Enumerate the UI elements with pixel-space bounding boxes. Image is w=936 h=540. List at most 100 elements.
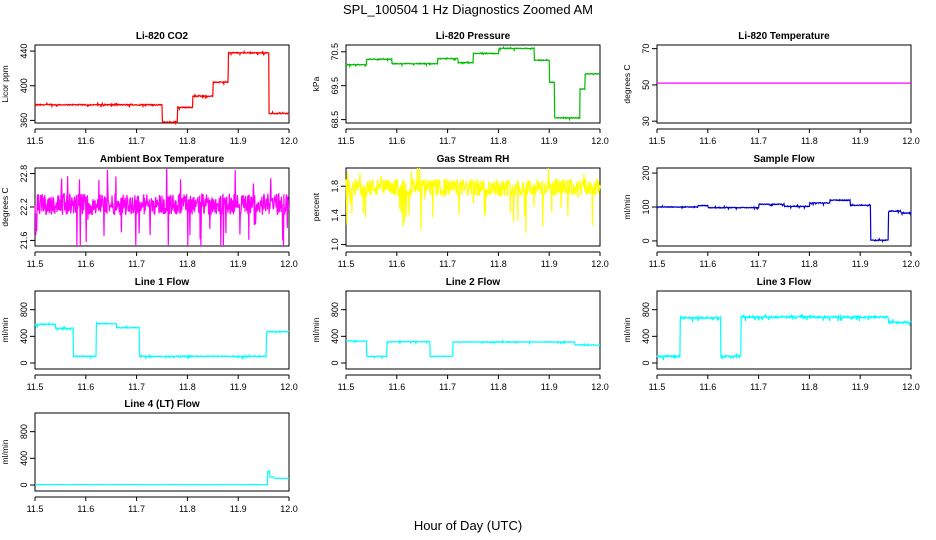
data-series-line <box>345 45 601 122</box>
x-tick-label: 12.0 <box>902 136 920 146</box>
chart-panel: Line 3 Flow ml/min 0 400 800 11.5 11.6 11.7 11.8… <box>622 277 920 392</box>
x-tick-label: 11.7 <box>439 259 456 269</box>
x-tick-label: 11.8 <box>801 136 818 146</box>
x-tick-label: 11.5 <box>338 259 355 269</box>
y-tick-label: 800 <box>330 302 340 317</box>
data-series-line <box>656 197 912 244</box>
data-series-line <box>345 339 601 361</box>
panel-title: Line 3 Flow <box>757 277 812 288</box>
y-axis-label: ml/min <box>622 317 632 342</box>
y-tick-label: 0 <box>330 360 340 365</box>
data-series-line <box>34 321 290 361</box>
y-axis-label: Licor ppm <box>0 65 10 102</box>
panel-title: Li-820 CO2 <box>136 31 189 42</box>
x-tick-label: 11.7 <box>128 136 145 146</box>
x-tick-label: 11.9 <box>541 382 558 392</box>
x-tick-label: 11.9 <box>230 382 247 392</box>
data-series-line <box>34 470 290 486</box>
chart-panel: Line 1 Flow ml/min 0 400 800 11.5 11.6 11.7 11.8… <box>0 277 298 392</box>
panel-title: Line 1 Flow <box>135 277 190 288</box>
y-tick-label: 1.4 <box>330 209 340 222</box>
plot-frame <box>345 290 601 370</box>
x-tick-label: 11.5 <box>338 136 355 146</box>
plot-frame <box>656 44 912 124</box>
x-tick-label: 11.7 <box>439 136 456 146</box>
x-tick-label: 11.5 <box>649 136 666 146</box>
y-axis-label: ml/min <box>311 317 321 342</box>
x-tick-label: 11.9 <box>230 504 247 514</box>
y-tick-label: 68.5 <box>330 111 340 129</box>
y-axis-label: ml/min <box>622 194 632 219</box>
panel-title: Line 2 Flow <box>446 277 501 288</box>
y-axis-label: ml/min <box>0 317 10 342</box>
x-tick-label: 11.6 <box>388 136 405 146</box>
y-tick-label: 22.2 <box>19 198 29 216</box>
panel-title: Line 4 (LT) Flow <box>124 399 200 410</box>
panel-title: Sample Flow <box>753 154 814 165</box>
y-tick-label: 22.8 <box>19 165 29 183</box>
y-tick-label: 21.6 <box>19 232 29 250</box>
chart-panel: Li-820 CO2 Licor ppm 360 400 440 11.5 11.6 11.7… <box>0 31 298 146</box>
x-tick-label: 11.5 <box>649 382 666 392</box>
x-tick-label: 11.6 <box>699 382 716 392</box>
chart-panel: Line 2 Flow ml/min 0 400 800 11.5 11.6 11.7 11.8… <box>311 277 609 392</box>
y-axis-label: percent <box>311 192 321 221</box>
x-tick-label: 11.8 <box>801 382 818 392</box>
y-tick-label: 800 <box>19 302 29 317</box>
x-tick-label: 11.6 <box>77 504 94 514</box>
y-tick-label: 0 <box>641 360 651 365</box>
x-tick-label: 11.7 <box>750 382 767 392</box>
y-tick-label: 70 <box>641 44 651 54</box>
chart-panel: Sample Flow ml/min 0 100 200 11.5 11.6 11.7 11.8… <box>622 154 920 269</box>
x-tick-label: 11.9 <box>852 382 869 392</box>
x-tick-label: 11.8 <box>179 504 196 514</box>
x-tick-label: 11.5 <box>27 382 44 392</box>
x-tick-label: 11.6 <box>77 136 94 146</box>
x-tick-label: 11.7 <box>128 259 145 269</box>
x-tick-label: 11.8 <box>490 382 507 392</box>
x-axis-label: Hour of Day (UTC) <box>413 518 523 533</box>
x-tick-label: 12.0 <box>280 382 298 392</box>
y-tick-label: 0 <box>641 238 651 243</box>
x-tick-label: 11.6 <box>699 136 716 146</box>
panel-title: Gas Stream RH <box>437 154 510 165</box>
y-tick-label: 0 <box>19 482 29 487</box>
x-tick-label: 11.9 <box>230 136 247 146</box>
data-series-line <box>345 167 601 233</box>
y-tick-label: 30 <box>641 116 651 126</box>
plot-frame <box>34 290 290 370</box>
x-tick-label: 11.6 <box>77 259 94 269</box>
x-tick-label: 11.5 <box>27 504 44 514</box>
x-tick-label: 11.8 <box>179 382 196 392</box>
plot-frame <box>34 44 290 124</box>
x-tick-label: 11.9 <box>852 136 869 146</box>
x-tick-label: 11.8 <box>179 136 196 146</box>
x-tick-label: 12.0 <box>280 504 298 514</box>
plot-frame <box>656 290 912 370</box>
x-tick-label: 11.8 <box>801 259 818 269</box>
x-tick-label: 11.5 <box>649 259 666 269</box>
chart-panel: Li-820 Temperature degrees C 30 50 70 11.5 11.… <box>622 31 920 146</box>
y-tick-label: 100 <box>641 199 651 214</box>
y-tick-label: 200 <box>641 166 651 181</box>
x-tick-label: 11.8 <box>179 259 196 269</box>
x-tick-label: 11.9 <box>230 259 247 269</box>
x-tick-label: 12.0 <box>591 259 609 269</box>
x-tick-label: 11.8 <box>490 136 507 146</box>
x-tick-label: 12.0 <box>902 259 920 269</box>
data-series-line <box>656 313 912 361</box>
panel-title: Li-820 Temperature <box>738 31 830 42</box>
panel-title: Li-820 Pressure <box>436 31 511 42</box>
panel-title: Ambient Box Temperature <box>100 154 225 165</box>
data-series-line <box>34 167 290 247</box>
x-tick-label: 11.6 <box>77 382 94 392</box>
x-tick-label: 11.6 <box>388 382 405 392</box>
y-axis-label: degrees C <box>622 64 632 103</box>
y-tick-label: 400 <box>19 78 29 93</box>
y-tick-label: 360 <box>19 113 29 128</box>
x-tick-label: 11.7 <box>750 136 767 146</box>
plot-frame <box>34 412 290 492</box>
chart-panel: Ambient Box Temperature degrees C 21.6 22.2… <box>0 154 298 269</box>
y-axis-label: kPa <box>311 76 321 91</box>
y-axis-label: ml/min <box>0 439 10 464</box>
